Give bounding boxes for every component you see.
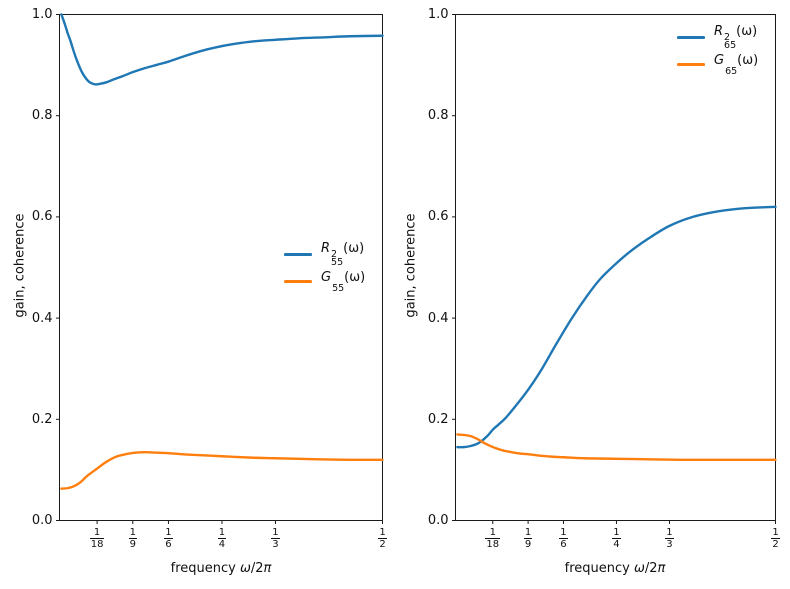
fraction-denominator: 3 bbox=[665, 537, 674, 550]
legend-math-sup: 2 bbox=[331, 248, 338, 260]
fraction-numerator: 1 bbox=[772, 526, 779, 538]
legend-right: R 2 65 (ω) G 65 (ω) bbox=[677, 24, 758, 78]
legend-math-args: (ω) bbox=[737, 52, 759, 68]
legend-math-base: G bbox=[714, 52, 725, 68]
legend-math-sub: 55 bbox=[331, 257, 344, 269]
legend-math-scripts: 2 55 bbox=[331, 248, 344, 269]
x-axis-label-left: frequency ω/2π bbox=[111, 561, 331, 576]
x-axis-label-slash: /2 bbox=[644, 561, 658, 576]
legend-math-sup: 2 bbox=[724, 31, 731, 43]
series-curve-blue-0 bbox=[60, 13, 384, 86]
x-axis-label-slash: /2 bbox=[250, 561, 264, 576]
omega-symbol: ω bbox=[633, 561, 645, 576]
axes-box-1 bbox=[455, 14, 776, 521]
x-axis-label-text: frequency bbox=[170, 561, 240, 576]
fraction-denominator: 4 bbox=[612, 537, 621, 550]
x-tick-label: 1 18 bbox=[82, 527, 112, 550]
legend-math-base: G bbox=[321, 269, 332, 285]
y-tick-label: 0.8 bbox=[427, 108, 449, 124]
fraction-numerator: 1 bbox=[489, 526, 496, 538]
legend-math-args: (ω) bbox=[344, 269, 366, 285]
fraction-denominator: 2 bbox=[378, 537, 387, 550]
series-curve-blue-1 bbox=[456, 205, 777, 449]
legend-math-args: (ω) bbox=[736, 24, 758, 40]
fraction-numerator: 1 bbox=[613, 526, 620, 538]
fraction-numerator: 1 bbox=[379, 526, 386, 538]
x-axis-label-text: frequency bbox=[564, 561, 634, 576]
legend-math-args: (ω) bbox=[343, 241, 365, 257]
fraction-numerator: 1 bbox=[524, 526, 532, 538]
fraction-denominator: 4 bbox=[217, 537, 227, 550]
legend-line-orange bbox=[677, 63, 705, 66]
legend-label: G 55 (ω) bbox=[321, 270, 365, 294]
fraction-denominator: 9 bbox=[523, 537, 533, 550]
legend-math-scripts: 65 bbox=[725, 60, 737, 77]
legend-line-blue bbox=[677, 36, 705, 39]
fraction-numerator: 1 bbox=[165, 526, 172, 538]
y-tick-label: 1.0 bbox=[31, 7, 53, 22]
fraction-denominator: 6 bbox=[559, 537, 568, 550]
fraction-numerator: 1 bbox=[93, 526, 101, 538]
legend-line-orange bbox=[284, 280, 312, 283]
y-tick-label: 0.4 bbox=[427, 310, 449, 326]
legend-math-base: R bbox=[321, 241, 331, 257]
omega-symbol: ω bbox=[239, 561, 251, 576]
y-tick-label: 0.4 bbox=[31, 310, 53, 326]
series-curve-orange-0 bbox=[60, 450, 384, 490]
y-tick-label: 0.2 bbox=[31, 411, 53, 427]
fraction-denominator: 2 bbox=[771, 537, 780, 550]
y-tick-label: 0.6 bbox=[31, 209, 53, 225]
legend-math-scripts: 2 65 bbox=[724, 31, 737, 52]
fraction-denominator: 18 bbox=[89, 537, 105, 550]
legend-entry-g55: G 55 (ω) bbox=[284, 268, 365, 295]
axes-box-0 bbox=[59, 14, 383, 521]
legend-entry-r65: R 2 65 (ω) bbox=[677, 24, 758, 51]
legend-entry-g65: G 65 (ω) bbox=[677, 51, 758, 78]
y-tick-label: 0.6 bbox=[427, 209, 449, 225]
y-tick-label: 0.0 bbox=[427, 513, 449, 528]
legend-label: R 2 55 (ω) bbox=[321, 241, 364, 268]
y-tick-label: 1.0 bbox=[427, 7, 449, 22]
fraction-denominator: 3 bbox=[271, 537, 280, 550]
x-tick-label: 1 18 bbox=[478, 527, 508, 550]
x-axis-label-right: frequency ω/2π bbox=[505, 561, 725, 576]
legend-entry-r55: R 2 55 (ω) bbox=[284, 241, 365, 268]
legend-left: R 2 55 (ω) G 55 (ω) bbox=[284, 241, 365, 295]
legend-math-sub: 65 bbox=[724, 40, 737, 52]
pi-symbol: π bbox=[657, 561, 666, 576]
legend-math-sub: 65 bbox=[725, 66, 738, 77]
series-curve-orange-1 bbox=[456, 433, 777, 462]
fraction-numerator: 1 bbox=[560, 526, 567, 538]
legend-math-base: R bbox=[714, 24, 724, 40]
legend-line-blue bbox=[284, 253, 312, 256]
y-tick-label: 0.2 bbox=[427, 411, 449, 427]
y-tick-label: 0.0 bbox=[31, 513, 53, 528]
legend-label: G 65 (ω) bbox=[714, 53, 758, 77]
fraction-denominator: 18 bbox=[485, 537, 501, 550]
fraction-denominator: 6 bbox=[164, 537, 173, 550]
legend-label: R 2 65 (ω) bbox=[714, 24, 757, 51]
fraction-numerator: 1 bbox=[218, 526, 226, 538]
fraction-numerator: 1 bbox=[666, 526, 673, 538]
y-tick-label: 0.8 bbox=[31, 108, 53, 124]
fraction-numerator: 1 bbox=[272, 526, 279, 538]
pi-symbol: π bbox=[263, 561, 272, 576]
fraction-denominator: 9 bbox=[128, 537, 137, 550]
legend-math-sub: 55 bbox=[332, 283, 345, 294]
legend-math-scripts: 55 bbox=[332, 277, 344, 294]
fraction-numerator: 1 bbox=[129, 526, 136, 538]
